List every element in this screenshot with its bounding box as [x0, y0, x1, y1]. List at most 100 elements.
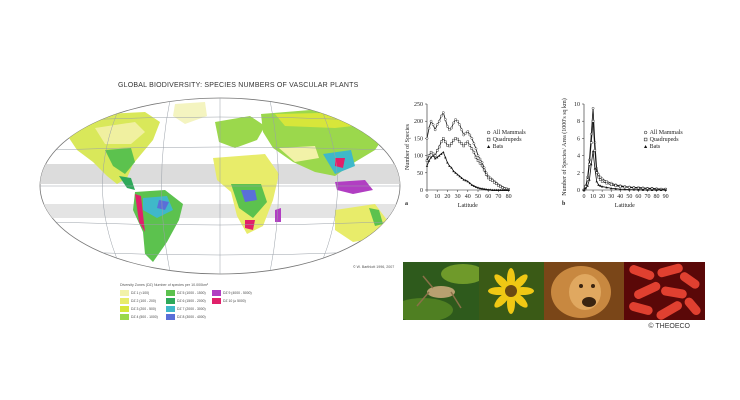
data-point — [466, 140, 469, 144]
legend-marker — [486, 130, 491, 135]
data-point — [610, 183, 613, 187]
data-point — [614, 187, 617, 190]
data-point — [462, 178, 465, 181]
data-point — [468, 181, 472, 185]
data-point — [499, 188, 502, 191]
lion-photo — [544, 262, 624, 320]
x-tick-label: 70 — [495, 194, 501, 200]
data-point — [444, 118, 447, 121]
x-tick-label: 80 — [506, 194, 512, 200]
legend-swatch — [120, 290, 129, 296]
chart-latitude-species: 0 10 20 30 40 50 60 70 80 0 50 100 150 200 250 Latitude… — [404, 102, 526, 209]
data-point — [470, 183, 474, 186]
data-point — [599, 184, 602, 187]
data-point — [468, 144, 472, 147]
series-line — [426, 111, 509, 190]
data-point — [637, 188, 640, 191]
data-point — [597, 183, 600, 186]
legend-swatch — [120, 298, 129, 304]
legend-label: DZ 3 (200 - 500) — [131, 307, 156, 311]
data-point — [425, 164, 429, 167]
data-point — [491, 179, 494, 182]
legend-marker — [486, 137, 491, 142]
map-legend-title: Diversity Zones (DZ) Number of species p… — [120, 283, 209, 287]
data-point — [495, 188, 498, 191]
y-axis-label: Number of Species/ Area (1000's sq km) — [561, 98, 568, 195]
data-point — [470, 137, 474, 140]
legend-label: DZ 4 (500 - 1000) — [131, 315, 158, 319]
data-point — [484, 188, 488, 191]
data-point — [489, 188, 492, 191]
legend-marker — [643, 137, 648, 142]
yellow-flower-photo — [479, 262, 544, 320]
madagascar — [275, 208, 281, 222]
data-point — [582, 188, 586, 191]
data-point — [478, 157, 482, 161]
data-point — [450, 126, 453, 130]
data-point — [478, 187, 482, 190]
data-point — [442, 150, 445, 154]
legend-label: Bats — [493, 144, 504, 150]
data-point — [436, 149, 439, 152]
data-point — [460, 142, 463, 145]
data-point — [472, 184, 476, 187]
data-point — [605, 186, 608, 189]
data-point — [427, 159, 431, 162]
data-point — [591, 106, 595, 110]
x-tick-label: 60 — [635, 194, 641, 200]
legend-swatch — [166, 306, 175, 312]
data-point — [650, 188, 654, 191]
x-tick-label: 20 — [599, 194, 605, 200]
data-point — [478, 161, 482, 165]
data-point — [623, 185, 626, 189]
data-point — [454, 171, 457, 174]
data-point — [493, 188, 496, 191]
copyright-notice: © THEOECO — [648, 323, 690, 330]
x-tick-label: 50 — [626, 194, 632, 200]
legend-label: DZ 1 (<100) — [131, 291, 150, 295]
data-point — [431, 154, 435, 157]
data-point — [480, 164, 484, 168]
data-point — [448, 144, 451, 148]
x-axis-label: Latitude — [615, 203, 635, 209]
data-point — [505, 188, 508, 191]
data-point — [458, 140, 461, 144]
data-point — [476, 159, 480, 162]
data-point — [482, 168, 486, 172]
x-tick-label: 40 — [465, 194, 471, 200]
data-point — [593, 149, 597, 152]
map-title: GLOBAL BIODIVERSITY: SPECIES NUMBERS OF … — [118, 82, 359, 89]
data-point — [439, 114, 443, 118]
data-point — [628, 188, 631, 191]
legend-swatch — [212, 298, 221, 304]
data-point — [595, 171, 598, 175]
malesia — [335, 180, 373, 194]
y-tick-label: 6 — [577, 136, 580, 142]
legend-swatch — [212, 290, 221, 296]
data-point — [433, 128, 437, 132]
y-tick-label: 250 — [414, 102, 423, 108]
y-tick-label: 0 — [577, 188, 580, 194]
data-point — [438, 145, 441, 149]
data-point — [491, 188, 494, 191]
x-tick-label: 0 — [583, 194, 586, 200]
x-tick-label: 30 — [608, 194, 614, 200]
legend-label: DZ 5 (1000 - 1500) — [177, 291, 206, 295]
data-point — [632, 188, 636, 191]
data-point — [429, 119, 433, 123]
data-point — [452, 138, 455, 142]
world-biodiversity-map: © W. Barthlott 1996, 2007 — [39, 97, 401, 275]
indochina-hotspot — [335, 158, 345, 168]
x-tick-label: 30 — [455, 194, 461, 200]
data-point — [591, 150, 595, 153]
y-tick-label: 150 — [414, 136, 423, 142]
data-point — [497, 188, 500, 191]
x-tick-label: 40 — [617, 194, 623, 200]
data-point — [610, 187, 613, 190]
data-point — [446, 125, 449, 128]
data-point — [593, 167, 597, 170]
legend-label: DZ 9 (4000 - 5000) — [223, 291, 252, 295]
data-point — [591, 120, 595, 123]
legend-swatch — [166, 290, 175, 296]
data-point — [462, 144, 465, 148]
